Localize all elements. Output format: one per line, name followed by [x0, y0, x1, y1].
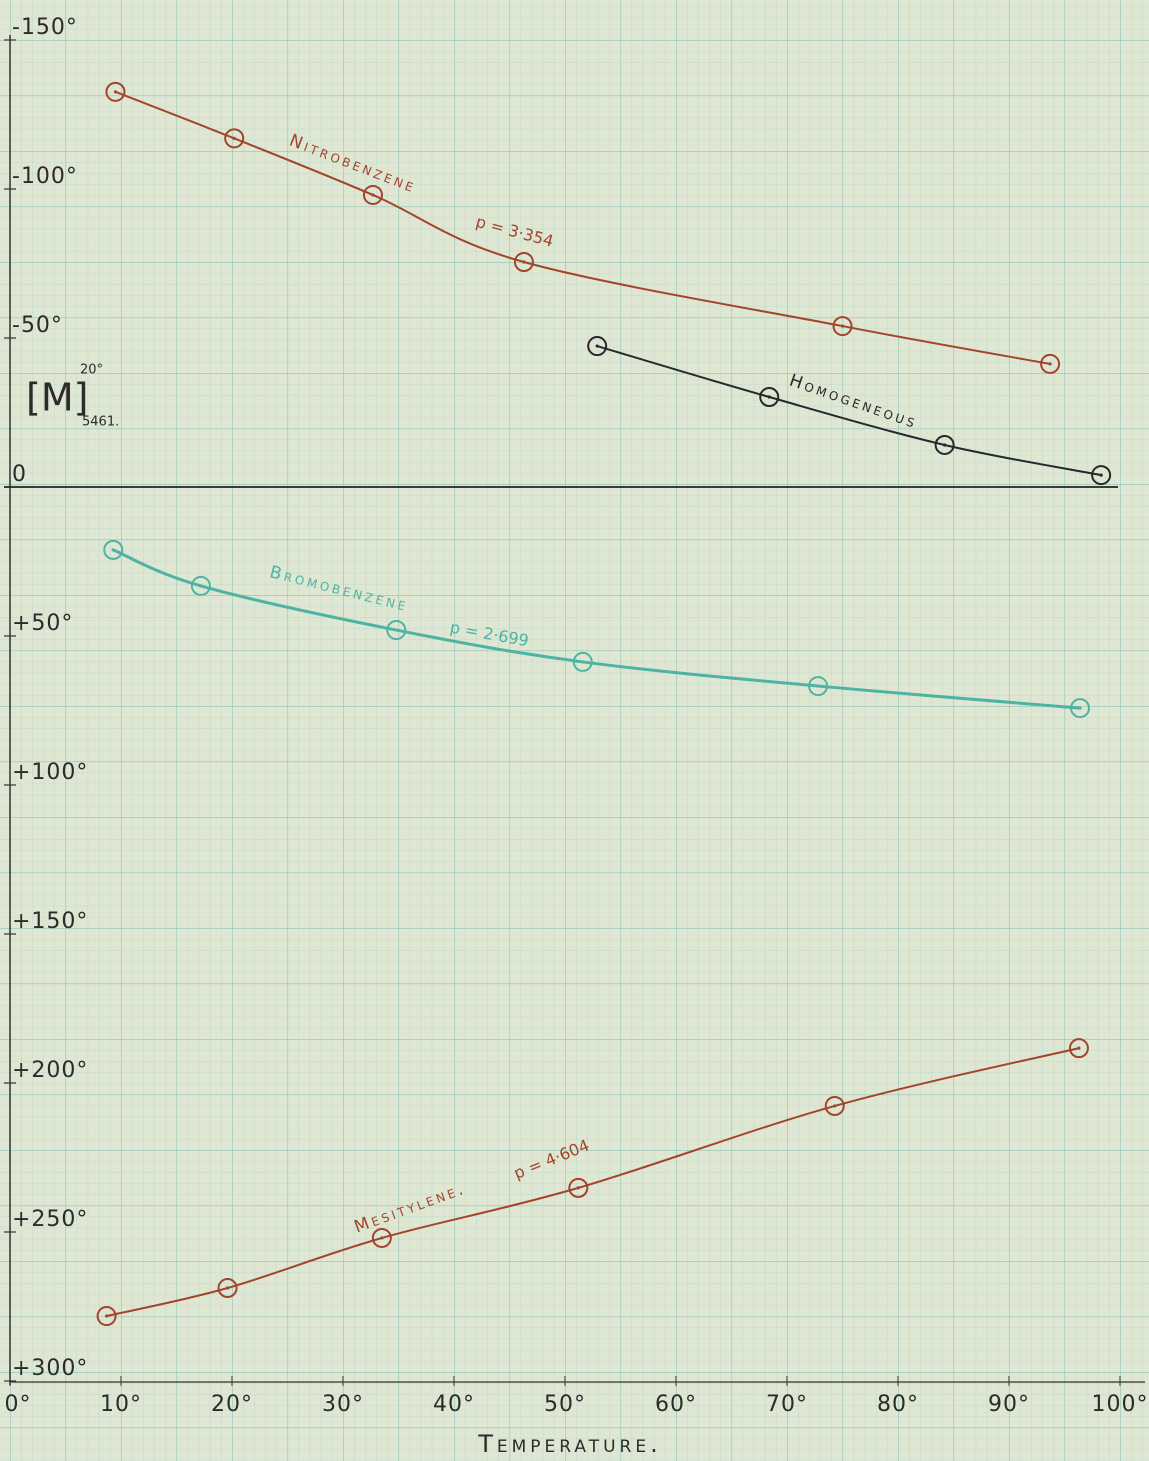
data-point-dot — [1048, 362, 1051, 365]
y-tick-label: -100° — [12, 164, 78, 189]
x-tick-label: 60° — [655, 1392, 697, 1417]
x-tick-label: 20° — [211, 1392, 253, 1417]
x-tick-label: 100° — [1092, 1392, 1149, 1417]
data-point-dot — [1078, 707, 1081, 710]
data-point-dot — [233, 137, 236, 140]
data-point-dot — [1077, 1047, 1080, 1050]
y-tick-label: +300° — [12, 1356, 88, 1381]
x-tick-label: 40° — [433, 1392, 475, 1417]
y-tick-label: -150° — [12, 15, 78, 40]
x-tick-label: 30° — [322, 1392, 364, 1417]
x-tick-label: 10° — [100, 1392, 142, 1417]
data-point-dot — [841, 324, 844, 327]
data-point-dot — [943, 443, 946, 446]
y-label-sup: 20° — [80, 363, 103, 378]
y-label: [M] — [26, 376, 88, 420]
data-point-dot — [199, 584, 202, 587]
data-point-dot — [581, 660, 584, 663]
data-point-dot — [833, 1104, 836, 1107]
data-point-dot — [596, 344, 599, 347]
x-tick-label: 90° — [988, 1392, 1030, 1417]
y-tick-label: 0 — [12, 462, 27, 487]
data-point-dot — [522, 260, 525, 263]
chart: [M] 20° 5461. Temperature. -150° -100° -50… — [0, 0, 1149, 1461]
data-point-dot — [105, 1314, 108, 1317]
data-point-dot — [395, 628, 398, 631]
data-point-dot — [768, 395, 771, 398]
y-tick-label: -50° — [12, 313, 63, 338]
data-point-dot — [1100, 473, 1103, 476]
data-point-dot — [114, 90, 117, 93]
data-point-dot — [380, 1236, 383, 1239]
data-point-dot — [371, 193, 374, 196]
y-tick-label: +50° — [12, 611, 73, 636]
y-label-sub: 5461. — [82, 415, 119, 430]
x-tick-label: 70° — [766, 1392, 808, 1417]
x-tick-label: 50° — [544, 1392, 586, 1417]
data-point-dot — [226, 1286, 229, 1289]
graph-paper-major — [0, 0, 1149, 1461]
x-tick-label: 0° — [5, 1392, 32, 1417]
data-point-dot — [816, 684, 819, 687]
y-tick-label: +100° — [12, 760, 88, 785]
data-point-dot — [112, 548, 115, 551]
x-tick-label: 80° — [877, 1392, 919, 1417]
x-label: Temperature. — [477, 1430, 662, 1458]
y-tick-label: +250° — [12, 1207, 88, 1232]
y-tick-label: +200° — [12, 1058, 88, 1083]
data-point-dot — [577, 1186, 580, 1189]
y-tick-label: +150° — [12, 909, 88, 934]
